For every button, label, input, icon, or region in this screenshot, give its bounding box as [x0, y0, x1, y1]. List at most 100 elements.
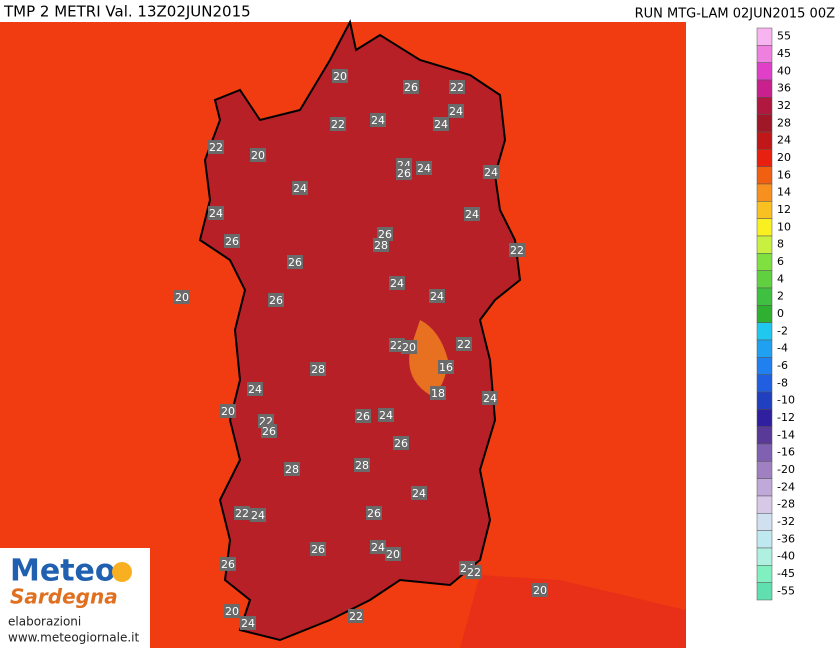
label-box: [240, 616, 256, 630]
map-label: 22: [467, 566, 481, 579]
map-label: 26: [394, 437, 408, 450]
map-label: 20: [251, 149, 265, 162]
legend-swatch: [756, 357, 773, 375]
logo-brand: Meteo: [10, 554, 116, 589]
legend-label: -24: [777, 480, 795, 493]
legend-swatch: [756, 97, 773, 115]
legend-swatch: [756, 547, 773, 566]
label-box: [385, 547, 401, 561]
map-label: 26: [269, 294, 283, 307]
map-label: 28: [374, 239, 388, 252]
warm-anomaly: [409, 320, 448, 395]
legend-swatch: [756, 391, 773, 410]
label-box: [416, 161, 432, 175]
map-label: 24: [371, 541, 385, 554]
legend-label: -2: [777, 324, 788, 337]
legend-label: 6: [777, 255, 784, 268]
legend-swatch: [756, 131, 773, 150]
label-box: [429, 289, 445, 303]
map-label: 20: [533, 584, 547, 597]
legend-swatch: [756, 79, 773, 98]
label-box: [208, 140, 224, 154]
legend-swatch: [756, 287, 773, 306]
map-label: 26: [367, 507, 381, 520]
map-label: 20: [402, 341, 416, 354]
legend-swatch: [756, 183, 773, 202]
map-label: 24: [484, 166, 498, 179]
legend-label: 10: [777, 220, 791, 233]
legend-swatch: [756, 62, 773, 81]
map-label: 24: [465, 208, 479, 221]
label-box: [433, 117, 449, 131]
map-label: 24: [209, 207, 223, 220]
label-box: [370, 540, 386, 554]
label-box: [208, 206, 224, 220]
map-label: 22: [235, 507, 249, 520]
legend-swatch: [756, 270, 773, 289]
legend-label: -28: [777, 498, 795, 511]
legend-swatch: [756, 374, 773, 393]
legend-swatch: [756, 114, 773, 133]
logo-brand: Sardegna: [10, 585, 118, 609]
legend-label: -36: [777, 532, 795, 545]
label-box: [355, 409, 371, 423]
legend-swatch: [756, 235, 773, 254]
legend-label: -16: [777, 446, 795, 459]
legend-label: 45: [777, 47, 791, 60]
label-box: [224, 234, 240, 248]
map-label: 22: [457, 338, 471, 351]
legend-label: 36: [777, 82, 791, 95]
label-box: [378, 408, 394, 422]
label-box: [509, 243, 525, 257]
map-label: 20: [333, 70, 347, 83]
label-box: [287, 255, 303, 269]
map-label: 26: [404, 81, 418, 94]
africa-coast: [460, 575, 686, 648]
legend-label: -8: [777, 376, 788, 389]
legend-label: 4: [777, 272, 784, 285]
map-label: 24: [430, 290, 444, 303]
label-box: [401, 340, 417, 354]
url: www.meteogiornale.it: [8, 631, 139, 645]
legend-swatch: [756, 322, 773, 341]
map-label: 26: [356, 410, 370, 423]
label-box: [174, 290, 190, 304]
label-box: [268, 293, 284, 307]
label-box: [411, 486, 427, 500]
legend-swatch: [756, 582, 773, 601]
map-label: 16: [439, 361, 453, 374]
map-label: 20: [386, 548, 400, 561]
legend-swatch: [756, 443, 773, 462]
label-box: [284, 462, 300, 476]
legend-label: 32: [777, 99, 791, 112]
legend-swatch: [756, 461, 773, 479]
legend-label: -20: [777, 463, 795, 476]
map-label: 24: [251, 509, 265, 522]
map-label: 24: [379, 409, 393, 422]
legend-label: 8: [777, 238, 784, 251]
label-box: [366, 506, 382, 520]
label-box: [261, 424, 277, 438]
label-box: [403, 80, 419, 94]
legend-label: 20: [777, 151, 791, 164]
legend-swatch: [756, 530, 773, 549]
map-label: 22: [450, 81, 464, 94]
run-info: RUN MTG-LAM 02JUN2015 00Z: [635, 7, 835, 22]
label-box: [370, 113, 386, 127]
map-label: 26: [221, 558, 235, 571]
label-box: [220, 404, 236, 418]
legend-swatch: [756, 339, 773, 358]
legend-swatch: [756, 27, 773, 46]
label-box: [449, 80, 465, 94]
credit: elaborazioni: [8, 615, 81, 629]
legend-label: 40: [777, 64, 791, 77]
label-box: [332, 69, 348, 83]
legend-label: 16: [777, 168, 791, 181]
label-box: [310, 542, 326, 556]
map-label: 22: [209, 141, 223, 154]
label-box: [330, 117, 346, 131]
map-label: 20: [225, 605, 239, 618]
legend-swatch: [756, 201, 773, 219]
legend-swatch: [756, 513, 773, 531]
